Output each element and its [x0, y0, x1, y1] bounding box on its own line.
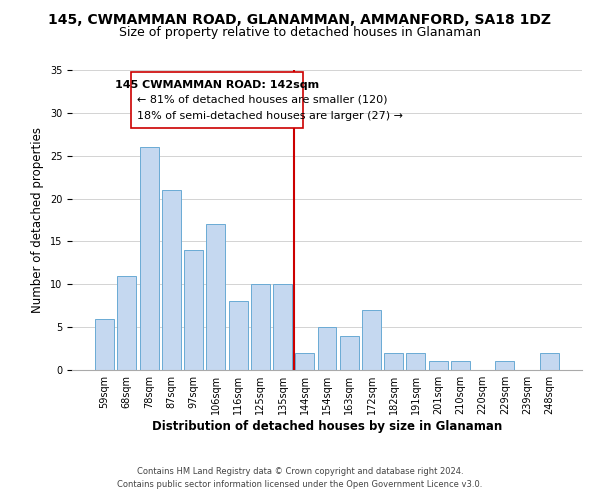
Bar [140, 147, 158, 370]
FancyBboxPatch shape [131, 72, 302, 128]
Bar [273, 284, 292, 370]
Bar [295, 353, 314, 370]
Bar [95, 318, 114, 370]
Text: 145, CWMAMMAN ROAD, GLANAMMAN, AMMANFORD, SA18 1DZ: 145, CWMAMMAN ROAD, GLANAMMAN, AMMANFORD… [49, 12, 551, 26]
Text: Contains public sector information licensed under the Open Government Licence v3: Contains public sector information licen… [118, 480, 482, 489]
Bar [429, 362, 448, 370]
Text: ← 81% of detached houses are smaller (120): ← 81% of detached houses are smaller (12… [137, 95, 388, 105]
Bar [251, 284, 270, 370]
Bar [206, 224, 225, 370]
Bar [496, 362, 514, 370]
Bar [162, 190, 181, 370]
Text: Size of property relative to detached houses in Glanaman: Size of property relative to detached ho… [119, 26, 481, 39]
Bar [340, 336, 359, 370]
Text: 18% of semi-detached houses are larger (27) →: 18% of semi-detached houses are larger (… [137, 111, 403, 121]
Bar [540, 353, 559, 370]
Bar [317, 327, 337, 370]
X-axis label: Distribution of detached houses by size in Glanaman: Distribution of detached houses by size … [152, 420, 502, 433]
Bar [406, 353, 425, 370]
Y-axis label: Number of detached properties: Number of detached properties [31, 127, 44, 313]
Bar [451, 362, 470, 370]
Bar [184, 250, 203, 370]
Text: 145 CWMAMMAN ROAD: 142sqm: 145 CWMAMMAN ROAD: 142sqm [115, 80, 319, 90]
Bar [118, 276, 136, 370]
Bar [384, 353, 403, 370]
Text: Contains HM Land Registry data © Crown copyright and database right 2024.: Contains HM Land Registry data © Crown c… [137, 467, 463, 476]
Bar [362, 310, 381, 370]
Bar [229, 302, 248, 370]
